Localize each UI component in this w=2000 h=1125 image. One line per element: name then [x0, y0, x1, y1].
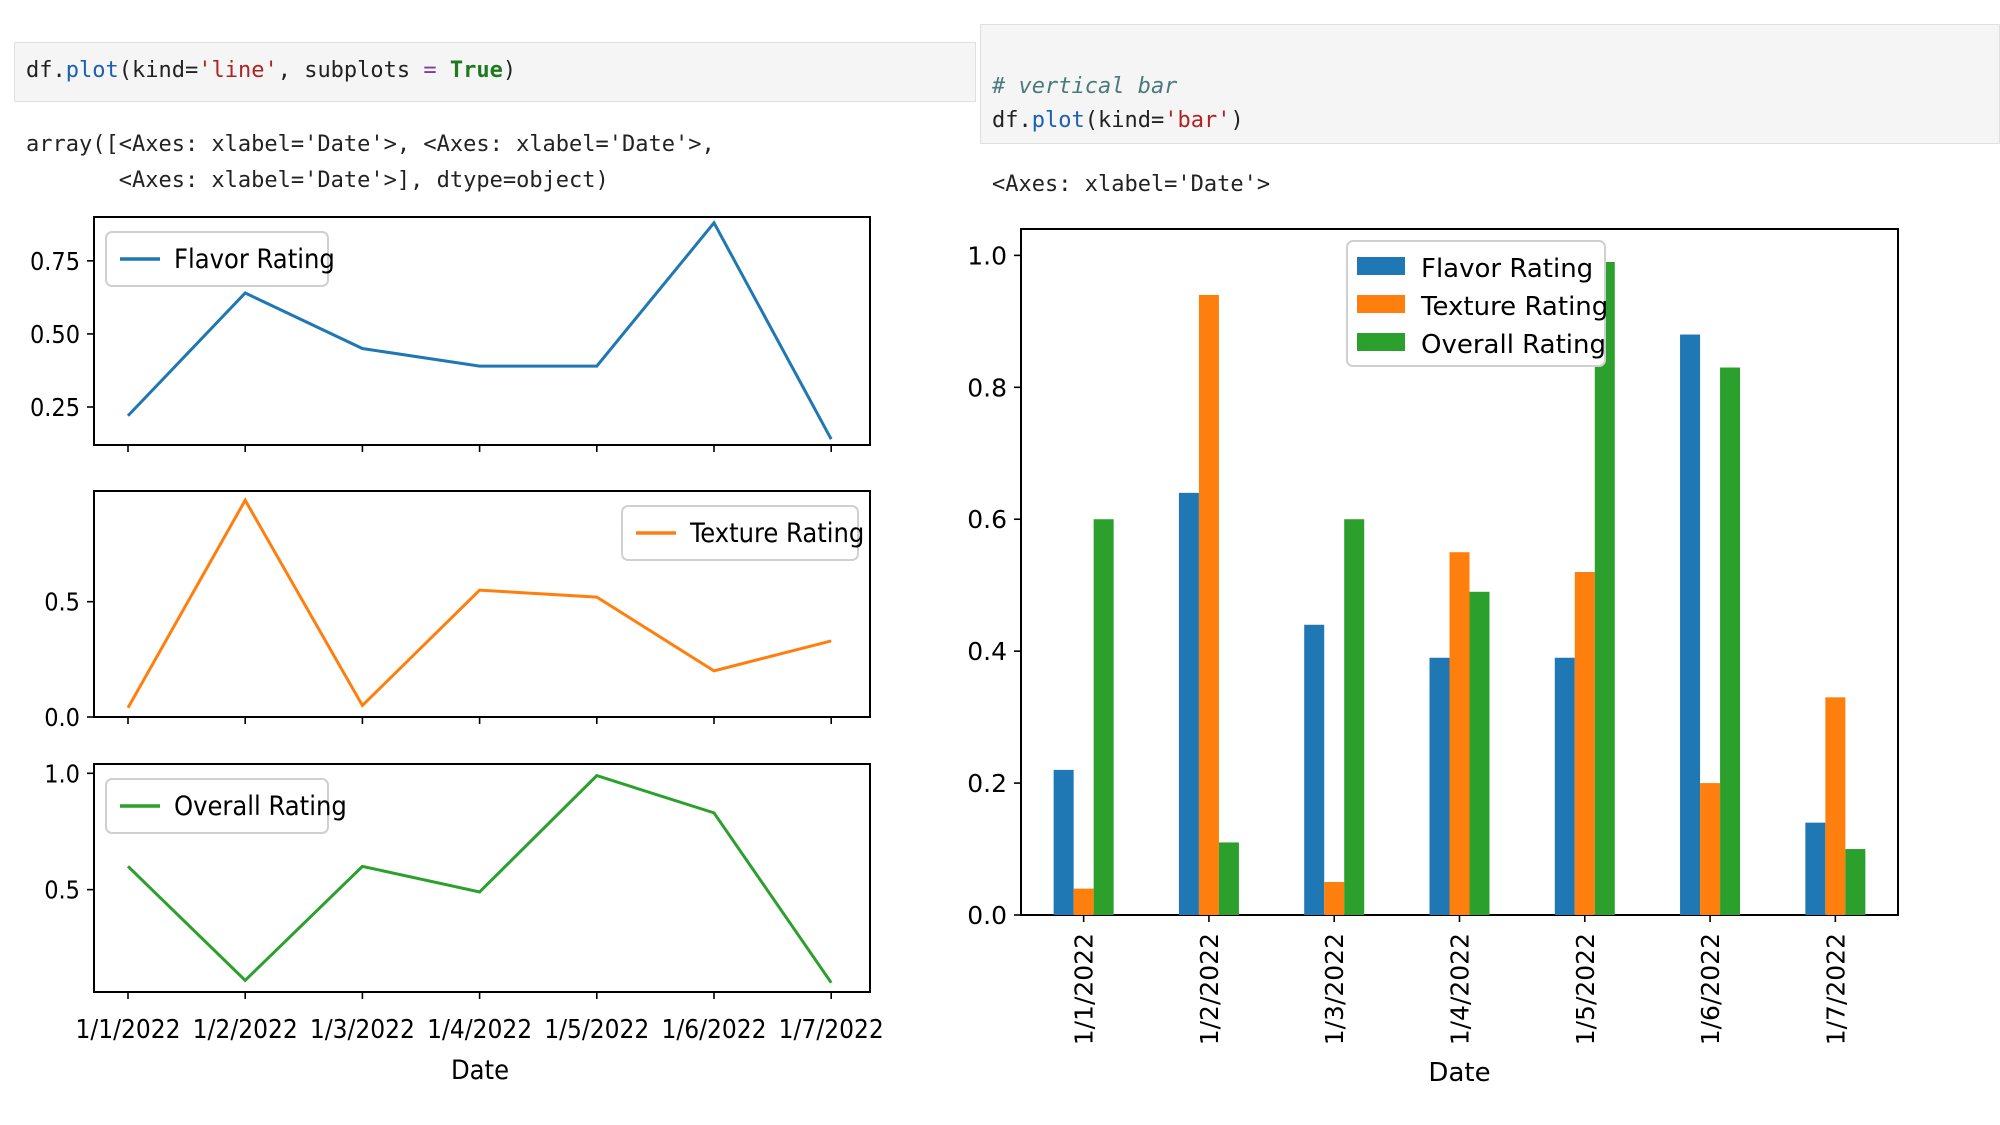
legend-box — [1346, 240, 1606, 367]
line-subplot-flavor-frame — [93, 216, 871, 446]
bar-flavor-rating — [1805, 822, 1826, 915]
code-token: df. — [26, 58, 66, 83]
left-output-line-2: <Axes: xlabel='Date'>], dtype=object) — [26, 168, 609, 193]
y-tick-label: 0.5 — [44, 876, 80, 905]
bar-flavor-rating — [1304, 624, 1325, 915]
x-tick-label: 1/5/2022 — [1571, 933, 1600, 1045]
bar-overall-rating — [1218, 842, 1239, 915]
legend-label: Texture Rating — [1420, 292, 1608, 322]
y-tick-label: 0.0 — [967, 901, 1007, 930]
x-tick-label: 1/2/2022 — [193, 1015, 298, 1045]
legend-swatch — [1357, 295, 1405, 313]
x-tick-label: 1/1/2022 — [75, 1015, 180, 1045]
bar-texture-rating — [1574, 572, 1595, 915]
legend-label: Texture Rating — [689, 518, 864, 549]
bar-flavor-rating — [1053, 769, 1074, 915]
y-tick-label: 0.25 — [30, 393, 80, 422]
legend-label: Flavor Rating — [174, 244, 335, 275]
y-tick-label: 1.0 — [44, 759, 80, 788]
bar-texture-rating — [1198, 294, 1219, 915]
line-subplot-texture-frame — [93, 490, 871, 718]
x-tick-label: 1/6/2022 — [1696, 933, 1725, 1045]
code-token: (kind= — [118, 58, 199, 83]
x-tick-label: 1/7/2022 — [1821, 933, 1850, 1045]
left-code-line[interactable]: df.plot(kind='line', subplots = True) — [26, 58, 516, 83]
legend-box — [105, 778, 329, 834]
bar-overall-rating — [1093, 519, 1114, 915]
legend-swatch — [1357, 257, 1405, 275]
y-tick-label: 0.6 — [967, 505, 1007, 534]
x-tick-label: 1/3/2022 — [310, 1015, 415, 1045]
legend-label: Overall Rating — [174, 791, 347, 822]
legend-swatch — [1357, 333, 1405, 351]
bar-texture-rating — [1700, 783, 1721, 915]
right-code-line[interactable]: df.plot(kind='bar') — [992, 108, 1244, 133]
x-tick-label: 1/4/2022 — [427, 1015, 532, 1045]
code-token: True — [449, 58, 503, 83]
legend-label: Flavor Rating — [1421, 254, 1593, 284]
bar-texture-rating — [1073, 888, 1094, 915]
legend-box — [105, 231, 329, 287]
bar-flavor-rating — [1680, 334, 1701, 915]
bar-flavor-rating — [1554, 657, 1575, 915]
legend-label: Overall Rating — [1421, 330, 1606, 360]
x-tick-label: 1/5/2022 — [544, 1015, 649, 1045]
code-token: , subplots — [277, 58, 424, 83]
bar-overall-rating — [1469, 591, 1490, 915]
x-tick-label: 1/6/2022 — [661, 1015, 766, 1045]
bar-flavor-rating — [1429, 657, 1450, 915]
x-tick-label: 1/1/2022 — [1070, 933, 1099, 1045]
y-tick-label: 0.75 — [30, 247, 80, 276]
x-axis-label: Date — [1428, 1058, 1490, 1088]
bar-overall-rating — [1845, 849, 1866, 915]
y-tick-label: 0.5 — [44, 588, 80, 617]
bar-overall-rating — [1594, 261, 1615, 915]
y-tick-label: 0.8 — [967, 373, 1007, 402]
code-token: 'line' — [198, 58, 278, 83]
y-tick-label: 1.0 — [967, 241, 1007, 270]
right-code-comment: # vertical bar — [992, 74, 1178, 99]
left-output-line-1: array([<Axes: xlabel='Date'>, <Axes: xla… — [26, 132, 715, 157]
right-code-cell[interactable] — [980, 24, 2000, 144]
y-tick-label: 0.50 — [30, 320, 80, 349]
y-tick-label: 0.2 — [967, 769, 1007, 798]
left-code-cell[interactable] — [14, 42, 976, 102]
bar-texture-rating — [1324, 882, 1345, 915]
line-subplot-overall-frame — [93, 763, 871, 993]
legend-box — [621, 505, 859, 561]
code-token: ) — [502, 58, 517, 83]
code-token: plot — [65, 58, 119, 83]
x-tick-label: 1/2/2022 — [1195, 933, 1224, 1045]
code-token: ) — [1230, 108, 1244, 133]
code-token: = — [423, 58, 437, 83]
code-token: (kind= — [1084, 108, 1165, 133]
right-output-line-1: <Axes: xlabel='Date'> — [992, 172, 1271, 197]
code-token: 'bar' — [1164, 108, 1231, 133]
bar-overall-rating — [1720, 367, 1741, 915]
y-tick-label: 0.0 — [44, 703, 80, 732]
bar-flavor-rating — [1178, 492, 1199, 915]
x-axis-label: Date — [451, 1055, 509, 1086]
bar-overall-rating — [1344, 519, 1365, 915]
bar-texture-rating — [1825, 697, 1846, 915]
x-tick-label: 1/4/2022 — [1446, 933, 1475, 1045]
bar-texture-rating — [1449, 552, 1470, 915]
x-tick-label: 1/3/2022 — [1320, 933, 1349, 1045]
code-token: plot — [1031, 108, 1085, 133]
x-tick-label: 1/7/2022 — [779, 1015, 884, 1045]
code-token: df. — [992, 108, 1032, 133]
y-tick-label: 0.4 — [967, 637, 1007, 666]
